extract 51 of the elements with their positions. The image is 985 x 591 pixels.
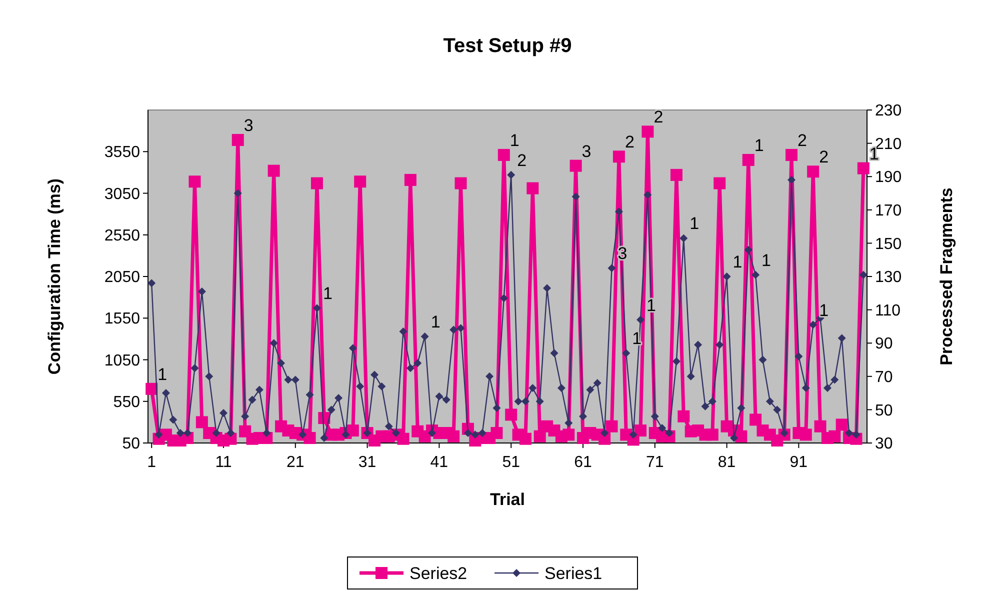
annotation: 1: [819, 300, 829, 320]
y-tick-label: 2550: [104, 227, 140, 244]
annotation: 1: [158, 364, 168, 384]
y-tick-label: 50: [122, 436, 140, 453]
annotation: 1: [322, 284, 332, 304]
y2-tick-label: 170: [875, 202, 902, 220]
y2-tick-label: 130: [875, 269, 902, 286]
y-tick-label: 2050: [104, 269, 140, 286]
annotation: 1: [732, 252, 742, 272]
annotation: 2: [654, 108, 664, 127]
y-tick-label: 1050: [104, 352, 140, 370]
y-tick-label: 3050: [104, 186, 140, 203]
annotation: 2: [624, 132, 634, 152]
annotation: 1: [510, 130, 520, 150]
annotation: 3: [244, 116, 254, 135]
y-tick-label: 1550: [104, 310, 140, 328]
x-tick-label: 41: [430, 454, 448, 471]
annotation: 1: [754, 136, 764, 155]
x-tick-label: 21: [286, 454, 304, 471]
annotation: 2: [798, 130, 807, 150]
y2-tick-label: 30: [875, 436, 893, 453]
x-tick-label: 51: [502, 454, 520, 471]
annotation: 3: [582, 142, 592, 161]
y-axis-title: Configuration Time (ms): [45, 178, 64, 375]
y2-tick-label: 50: [875, 402, 893, 420]
y2-tick-label: 190: [875, 169, 902, 186]
chart-title: Test Setup #9: [443, 35, 572, 57]
y2-tick-label: 230: [875, 102, 902, 120]
annotation: 1: [430, 312, 440, 332]
x-tick-label: 1: [147, 454, 156, 471]
y2-tick-label: 90: [875, 336, 893, 353]
y2-tick-label: 150: [875, 236, 902, 253]
y2-tick-label: 110: [875, 302, 901, 320]
legend-label: Series2: [410, 564, 468, 583]
y-tick-label: 550: [113, 394, 140, 411]
y2-tick-label: 70: [875, 369, 893, 386]
y2-axis-title: Processed Fragments: [937, 188, 956, 366]
x-axis-title: Trial: [490, 490, 525, 509]
y2-tick-label: 210: [875, 136, 902, 153]
annotation: 1: [762, 250, 772, 270]
x-tick-label: 81: [718, 454, 736, 471]
x-tick-label: 31: [358, 454, 376, 471]
annotation: 2: [517, 150, 527, 170]
annotation: 2: [819, 148, 829, 167]
x-tick-label: 61: [574, 454, 592, 471]
x-tick-label: 11: [215, 454, 232, 471]
legend-label: Series1: [544, 564, 602, 583]
annotation: 1: [690, 214, 700, 234]
x-tick-label: 71: [646, 454, 664, 471]
x-tick-label: 91: [790, 454, 808, 471]
y-tick-label: 3550: [104, 144, 140, 162]
